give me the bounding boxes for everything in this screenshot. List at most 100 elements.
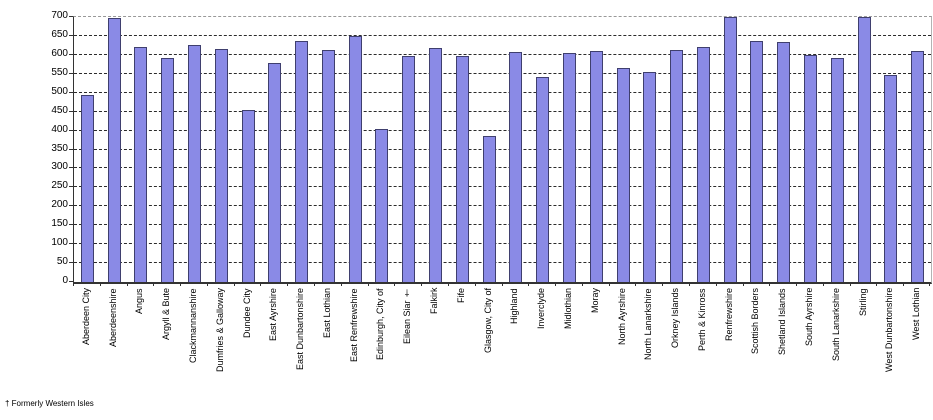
x-tick	[287, 282, 289, 286]
gridline	[74, 34, 931, 36]
x-tick-label: Perth & Kinross	[696, 288, 707, 351]
bar	[750, 41, 764, 282]
bar	[268, 63, 282, 282]
y-tick	[69, 53, 73, 55]
x-tick	[688, 282, 690, 286]
bar	[830, 58, 844, 282]
x-tick	[715, 282, 717, 286]
bar	[643, 71, 657, 282]
x-tick	[581, 282, 583, 286]
x-tick-label: South Lanarkshire	[830, 288, 841, 362]
x-tick	[447, 282, 449, 286]
x-tick-label: Shetland Islands	[777, 288, 788, 355]
x-tick	[180, 282, 182, 286]
y-tick-label: 550	[51, 66, 68, 78]
x-tick-label: Inverclyde	[536, 288, 547, 330]
x-tick	[340, 282, 342, 286]
bar	[455, 56, 469, 282]
y-tick-label: 50	[56, 256, 68, 268]
x-tick	[394, 282, 396, 286]
bar	[803, 55, 817, 282]
x-tick	[314, 282, 316, 286]
x-tick	[929, 282, 930, 286]
x-tick	[662, 282, 664, 286]
y-tick	[69, 72, 73, 74]
bar	[857, 17, 871, 282]
bar	[161, 57, 175, 282]
x-tick-label: Highland	[509, 288, 520, 324]
y-tick-label: 700	[51, 10, 68, 21]
x-tick-label: West Dunbartonshire	[884, 288, 895, 373]
bar	[536, 77, 550, 282]
y-tick-label: 300	[51, 161, 68, 173]
x-tick	[528, 282, 530, 286]
gridline	[74, 72, 931, 74]
y-tick	[69, 110, 73, 112]
bar	[696, 46, 710, 282]
y-tick-label: 600	[51, 47, 68, 59]
x-tick	[421, 282, 423, 286]
bar	[482, 136, 496, 282]
x-tick-label: West Lothian	[911, 288, 922, 341]
x-tick	[126, 282, 128, 286]
y-tick	[69, 205, 73, 207]
x-tick	[367, 282, 369, 286]
x-tick-label: Moray	[589, 288, 600, 314]
x-tick-label: Aberdeen City	[80, 288, 91, 346]
y-tick-label: 150	[51, 218, 68, 230]
x-tick-label: Dumfries & Galloway	[214, 288, 225, 373]
x-tick-label: Dundee City	[241, 288, 252, 338]
bar	[589, 51, 603, 282]
gridline	[74, 129, 931, 131]
bar	[214, 48, 228, 282]
gridline	[74, 148, 931, 150]
x-tick-label: Stirling	[857, 288, 868, 316]
bar	[509, 51, 523, 282]
bar	[911, 51, 925, 282]
x-tick	[73, 282, 74, 286]
bar	[670, 50, 684, 282]
x-tick	[555, 282, 557, 286]
bar	[402, 55, 416, 282]
x-tick-label: East Lothian	[321, 288, 332, 339]
x-tick-label: Clackmannanshire	[188, 288, 199, 363]
x-tick	[742, 282, 744, 286]
x-tick-label: Fife	[455, 288, 466, 304]
gridline	[74, 53, 931, 55]
x-tick	[260, 282, 262, 286]
y-tick-label: 200	[51, 199, 68, 211]
y-tick	[69, 129, 73, 131]
bar	[348, 36, 362, 282]
x-tick	[796, 282, 798, 286]
x-tick-label: East Ayrshire	[268, 288, 279, 341]
bar	[80, 95, 94, 282]
bar	[884, 74, 898, 282]
x-tick-label: East Dunbartonshire	[295, 288, 306, 371]
x-tick-label: Orkney Islands	[670, 288, 681, 349]
plot-area	[73, 16, 932, 284]
x-tick	[903, 282, 905, 286]
x-tick-label: Falkirk	[429, 288, 440, 315]
bar	[188, 45, 202, 282]
gridline	[74, 110, 931, 112]
x-tick	[153, 282, 155, 286]
y-tick-label: 400	[51, 123, 68, 135]
gridline	[74, 91, 931, 93]
y-tick	[69, 186, 73, 188]
x-tick-label: Renfrewshire	[723, 288, 734, 342]
gridline	[74, 186, 931, 188]
x-tick-label: Edinburgh, City of	[375, 288, 386, 360]
bar	[616, 68, 630, 282]
y-tick	[69, 243, 73, 245]
x-tick-label: Glasgow, City of	[482, 288, 493, 354]
bar	[723, 17, 737, 282]
y-tick	[69, 16, 73, 17]
bar	[562, 52, 576, 282]
y-tick	[69, 34, 73, 36]
y-tick	[69, 91, 73, 93]
x-tick-label: Aberdeenshire	[107, 288, 118, 347]
gridline	[74, 205, 931, 207]
bar	[134, 46, 148, 282]
x-tick-label: Scottish Borders	[750, 288, 761, 355]
